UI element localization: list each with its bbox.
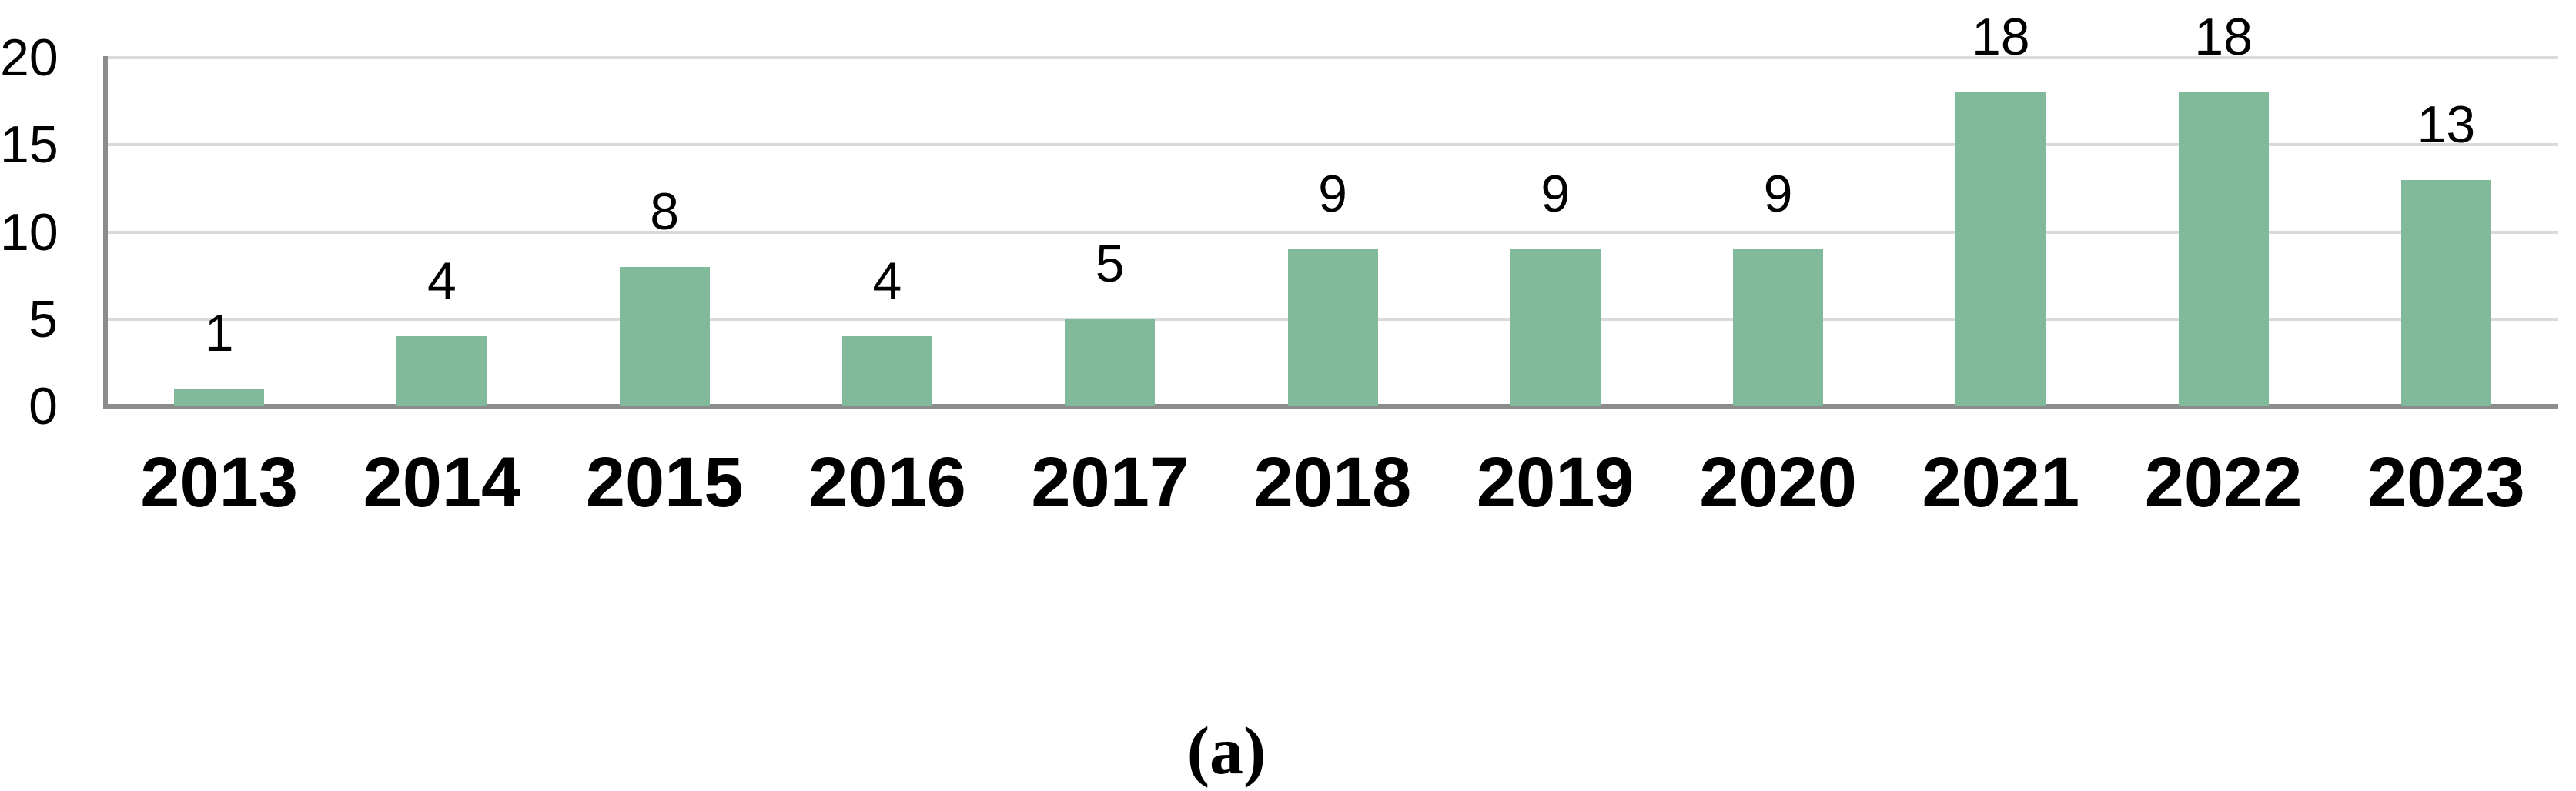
plot-area: 1 4 8 4 5 9 9 9 18 18 13 xyxy=(103,11,2558,409)
y-tick-label-20: 20 xyxy=(0,28,59,87)
gridline-10 xyxy=(108,230,2558,234)
x-tick-label-2015: 2015 xyxy=(585,443,744,522)
bar-2019 xyxy=(1510,249,1601,406)
bar-2013 xyxy=(174,389,265,406)
bar-data-label-2021: 18 xyxy=(1971,8,2030,67)
bar-2016 xyxy=(841,336,932,406)
x-tick-label-2013: 2013 xyxy=(140,443,298,522)
y-tick-label-0: 0 xyxy=(28,377,58,436)
x-tick-label-2014: 2014 xyxy=(363,443,521,522)
x-tick-label-2019: 2019 xyxy=(1476,443,1634,522)
gridline-15 xyxy=(108,143,2558,147)
bar-2023 xyxy=(2400,179,2491,406)
bar-2022 xyxy=(2178,92,2269,406)
bar-data-label-2016: 4 xyxy=(872,252,902,311)
x-tick-label-2022: 2022 xyxy=(2144,443,2303,522)
gridline-20 xyxy=(108,56,2558,59)
bar-2018 xyxy=(1287,249,1378,406)
bar-data-label-2018: 9 xyxy=(1318,165,1347,224)
bar-data-label-2022: 18 xyxy=(2194,8,2253,67)
bar-2021 xyxy=(1955,92,2046,406)
x-tick-label-2021: 2021 xyxy=(1922,443,2080,522)
y-tick-label-10: 10 xyxy=(0,202,59,262)
bar-chart: 0 5 10 15 20 1 4 8 4 5 9 9 9 18 18 13 2013 2014 2015 2016… xyxy=(0,0,2558,585)
x-tick-label-2020: 2020 xyxy=(1699,443,1857,522)
x-tick-label-2018: 2018 xyxy=(1253,443,1412,522)
bar-data-label-2020: 9 xyxy=(1763,165,1793,224)
y-axis: 0 5 10 15 20 xyxy=(0,0,59,585)
bar-2015 xyxy=(619,266,710,406)
x-tick-label-2023: 2023 xyxy=(2367,443,2525,522)
y-axis-line xyxy=(103,56,108,409)
x-axis-line xyxy=(103,404,2558,409)
bar-2017 xyxy=(1065,319,1156,406)
bar-2014 xyxy=(396,336,487,406)
y-tick-label-15: 15 xyxy=(0,115,59,175)
bar-2020 xyxy=(1733,249,1824,406)
x-axis-labels: 2013 2014 2015 2016 2017 2018 2019 2020 2021 2022… xyxy=(108,447,2558,518)
bar-data-label-2014: 4 xyxy=(427,252,457,311)
bar-data-label-2015: 8 xyxy=(650,182,680,241)
x-tick-label-2016: 2016 xyxy=(808,443,966,522)
y-tick-label-5: 5 xyxy=(28,289,58,349)
figure-caption: (a) xyxy=(1186,714,1266,789)
bar-data-label-2023: 13 xyxy=(2417,95,2476,154)
bar-data-label-2019: 9 xyxy=(1541,165,1571,224)
bar-data-label-2013: 1 xyxy=(204,304,234,363)
x-tick-label-2017: 2017 xyxy=(1031,443,1189,522)
bar-data-label-2017: 5 xyxy=(1095,234,1125,293)
